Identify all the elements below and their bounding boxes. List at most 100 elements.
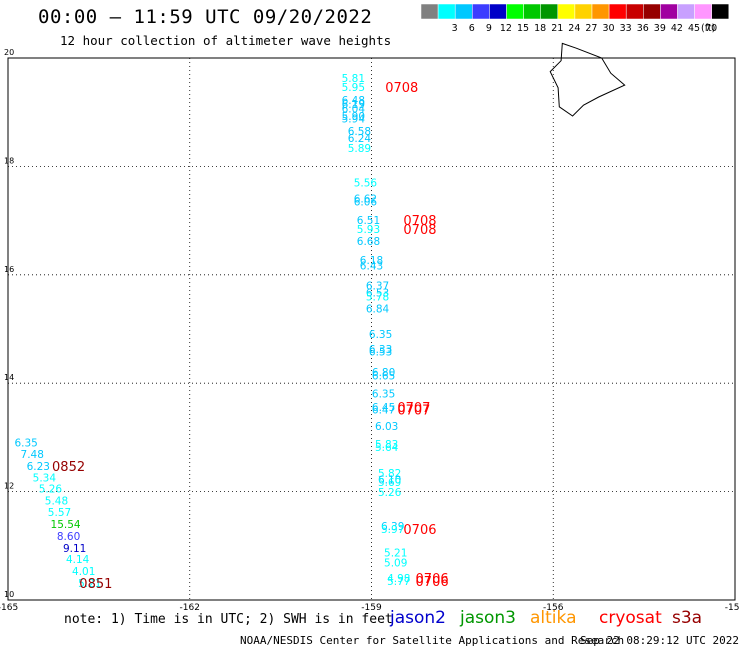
pass-time-label: 0707 (397, 404, 430, 419)
wave-height-point: 6.19 (342, 99, 365, 111)
legend-tick-label: 24 (568, 23, 580, 34)
pass-time-label: 0851 (79, 577, 112, 592)
wave-height-point: 6.45 (372, 402, 395, 414)
wave-height-point: 6.35 (372, 388, 395, 400)
wave-height-point: 6.18 (360, 255, 383, 267)
wave-height-point: 6.06 (354, 196, 378, 208)
credit-text: NOAA/NESDIS Center for Satellite Applica… (240, 634, 625, 647)
x-tick-label: -153 (725, 603, 740, 613)
y-tick-label: 20 (4, 48, 14, 57)
wave-height-point: 6.03 (375, 421, 398, 433)
y-tick-label: 12 (4, 482, 14, 491)
legend-tick-label: 45 (688, 23, 700, 34)
wave-height-point: 4.14 (66, 554, 90, 566)
wave-height-point: 5.94 (342, 113, 366, 125)
color-legend: 3 6 9 12 15 18 21 24 27 30 33 36 39 42 45 70(ft) (420, 3, 730, 34)
pass-time-label: 0708 (403, 214, 436, 229)
wave-height-point: 5.90 (342, 111, 365, 123)
legend-tick-label: 42 (671, 23, 683, 34)
wave-height-point: 5.34 (33, 472, 57, 484)
wave-height-point: 15.54 (51, 519, 81, 531)
legend-tick-label: 9 (486, 23, 492, 34)
wave-height-point: 6.35 (369, 329, 392, 341)
wave-height-point: 6.80 (372, 367, 395, 379)
wave-height-point: 6.04 (342, 104, 366, 116)
x-tick-label: -162 (180, 603, 200, 613)
y-tick-label: 18 (4, 156, 14, 165)
wave-height-point: 5.57 (48, 507, 71, 519)
generated-timestamp: Sep 22 08:29:12 UTC 2022 (580, 634, 739, 647)
legend-unit: (ft) (701, 23, 715, 34)
wave-height-point: 5.82 (378, 468, 401, 480)
legend-tick-label: 3 (452, 23, 458, 34)
wave-height-point: 5.69 (378, 477, 401, 489)
wave-height-point: 6.58 (348, 126, 371, 138)
wave-height-point: 6.23 (27, 461, 50, 473)
y-tick-label: 10 (4, 590, 14, 599)
wave-height-point: 6.37 (366, 280, 389, 292)
legend-tick-label: 33 (620, 23, 632, 34)
wave-height-point: 5.26 (39, 484, 63, 496)
wave-height-point: 6.39 (381, 521, 404, 533)
chart-title: 00:00 – 11:59 UTC 09/20/2022 (38, 6, 373, 28)
legend-swatch (711, 3, 730, 20)
wave-height-point: 6.33 (369, 344, 392, 356)
pass-time-label: 0706 (416, 572, 449, 587)
wave-height-point: 6.47 (372, 405, 395, 417)
legend-tick-label: 30 (603, 23, 615, 34)
wave-height-point: 6.51 (357, 215, 380, 227)
wave-height-point: 6.48 (342, 95, 365, 107)
wave-height-point: 5.09 (384, 557, 407, 569)
pass-time-label: 0706 (416, 575, 449, 590)
wave-height-point: 6.53 (366, 287, 389, 299)
legend-tick-label: 6 (469, 23, 475, 34)
wave-height-point: 5.81 (342, 73, 365, 85)
y-tick-label: 16 (4, 265, 14, 274)
pass-time-label: 0708 (403, 223, 436, 238)
legend-tick-label: 18 (534, 23, 546, 34)
wave-height-point: 6.53 (369, 347, 392, 359)
wave-height-point: 5.93 (357, 224, 380, 236)
legend-tick-label: 21 (551, 23, 563, 34)
wave-height-point: 5.89 (348, 143, 371, 155)
y-tick-label: 14 (4, 373, 14, 382)
wave-height-point: 6.65 (372, 370, 395, 382)
legend-tick-label: 39 (654, 23, 666, 34)
wave-height-point: 5.56 (354, 177, 378, 189)
hawaii-coastline (549, 42, 626, 117)
legend-tick-label: 36 (637, 23, 649, 34)
pass-time-label: 0852 (52, 460, 85, 475)
wave-height-point: 6.68 (357, 236, 380, 248)
legend-tick-label: 15 (517, 23, 529, 34)
x-tick-label: -156 (543, 603, 564, 613)
wave-height-point: 5.78 (366, 291, 389, 303)
pass-time-label: 0706 (403, 523, 436, 538)
chart-subtitle: 12 hour collection of altimeter wave hei… (60, 33, 392, 48)
pass-time-label: 0707 (397, 401, 430, 416)
satellite-label-cryosat: cryosat (599, 608, 662, 628)
wave-height-point: 5.77 (387, 576, 410, 588)
wave-height-point: 5.95 (342, 82, 365, 94)
wave-height-point: 5.64 (375, 442, 399, 454)
wave-height-point: 5.21 (384, 548, 407, 560)
pass-time-label: 0708 (385, 81, 418, 96)
wave-height-point: 4.98 (387, 573, 410, 585)
wave-height-point: 5.26 (378, 487, 402, 499)
satellite-label-altika: altika (530, 608, 577, 628)
satellite-label-s3a: s3a (672, 608, 703, 628)
wave-height-point: 8.60 (57, 531, 80, 543)
satellite-label-jason2: jason2 (390, 608, 446, 628)
wave-height-point: 6.43 (360, 260, 383, 272)
x-tick-label: -159 (361, 603, 382, 613)
wave-height-point: 6.24 (348, 133, 372, 145)
wave-height-point: 6.84 (366, 304, 390, 316)
wave-height-point: 4.01 (72, 566, 95, 578)
wave-height-point: 5.48 (45, 496, 68, 508)
wave-height-point: 5.21 (78, 578, 101, 590)
x-tick-label: -165 (0, 603, 18, 613)
wave-height-point: 6.35 (14, 438, 37, 450)
satellite-label-jason3: jason3 (460, 608, 516, 628)
wave-height-point: 5.83 (375, 439, 398, 451)
wave-height-point: 7.48 (21, 449, 44, 461)
